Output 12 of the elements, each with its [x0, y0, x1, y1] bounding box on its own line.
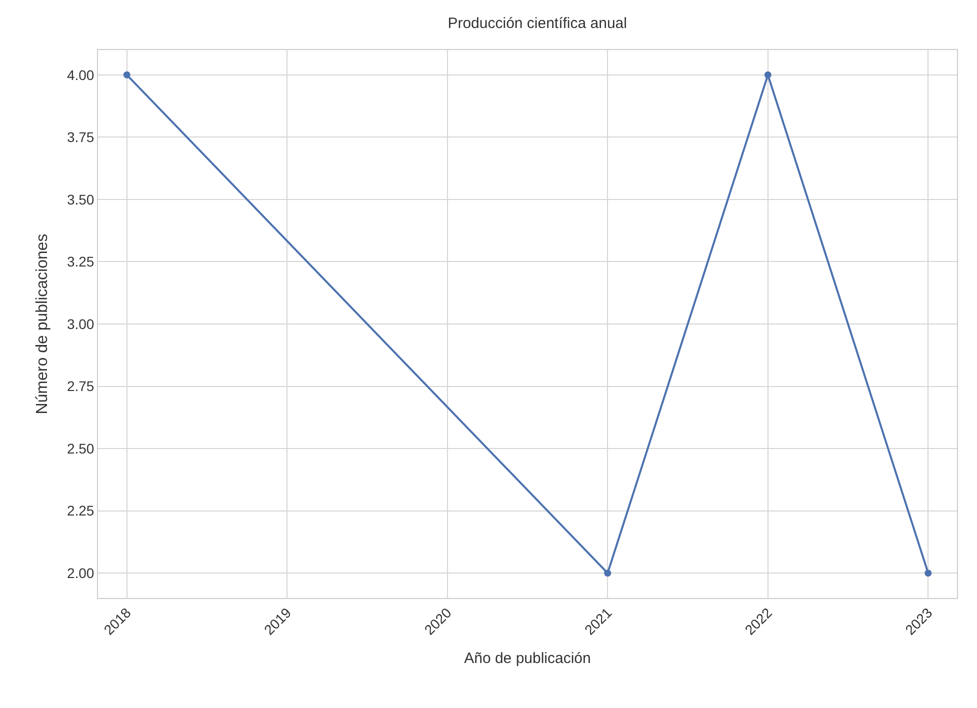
y-tick-label: 2.75	[66, 378, 94, 394]
x-axis-title: Año de publicación	[464, 650, 591, 667]
y-tick-label: 3.00	[66, 316, 94, 332]
chart-title: Producción científica anual	[448, 15, 627, 32]
y-tick-label: 4.00	[66, 66, 94, 83]
y-tick-label: 3.25	[66, 254, 94, 270]
y-tick-label: 3.50	[66, 191, 94, 208]
y-tick-label: 2.50	[66, 440, 94, 456]
y-tick-label: 3.75	[66, 129, 94, 146]
y-tick-label: 2.25	[66, 502, 94, 519]
y-tick-label: 2.00	[66, 564, 94, 581]
y-axis-title: Número de publicaciones	[34, 234, 51, 414]
